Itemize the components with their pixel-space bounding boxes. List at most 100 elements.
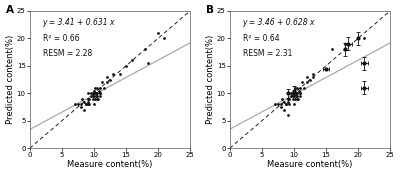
- Text: RESM = 2.31: RESM = 2.31: [243, 49, 292, 58]
- Point: [290, 97, 296, 100]
- Point: [142, 48, 148, 51]
- Point: [84, 92, 91, 95]
- Point: [272, 103, 278, 106]
- Point: [91, 86, 98, 89]
- Point: [296, 89, 302, 92]
- Point: [155, 32, 161, 34]
- Point: [329, 48, 336, 51]
- Point: [293, 92, 299, 95]
- Point: [91, 92, 97, 95]
- Point: [297, 92, 304, 95]
- Point: [286, 97, 292, 100]
- Point: [88, 95, 94, 97]
- Point: [83, 103, 90, 106]
- Point: [145, 62, 152, 65]
- Point: [290, 92, 296, 95]
- Text: R² = 0.64: R² = 0.64: [243, 34, 279, 43]
- Point: [284, 100, 291, 103]
- Point: [94, 97, 100, 100]
- Point: [129, 59, 136, 62]
- Point: [297, 95, 304, 97]
- Point: [116, 73, 123, 75]
- Point: [278, 106, 284, 108]
- Point: [361, 37, 368, 40]
- Point: [294, 92, 300, 95]
- Point: [284, 97, 291, 100]
- Point: [91, 89, 97, 92]
- Point: [281, 100, 288, 103]
- Point: [78, 106, 84, 108]
- Point: [297, 92, 304, 95]
- Point: [355, 37, 361, 40]
- Point: [275, 103, 281, 106]
- Point: [94, 86, 100, 89]
- Point: [294, 95, 300, 97]
- Point: [291, 89, 297, 92]
- Point: [78, 103, 84, 106]
- Point: [92, 97, 98, 100]
- Point: [95, 97, 102, 100]
- Point: [290, 95, 296, 97]
- Point: [90, 97, 96, 100]
- Point: [97, 92, 104, 95]
- Point: [93, 92, 100, 95]
- Point: [93, 95, 99, 97]
- Point: [94, 92, 100, 95]
- Point: [84, 103, 91, 106]
- Point: [286, 103, 293, 106]
- Point: [84, 97, 91, 100]
- Point: [97, 86, 104, 89]
- Point: [304, 75, 310, 78]
- Text: y = 3.41 + 0.631 x: y = 3.41 + 0.631 x: [43, 18, 115, 27]
- Point: [291, 92, 297, 95]
- Point: [72, 103, 78, 106]
- Point: [96, 89, 102, 92]
- Point: [86, 103, 93, 106]
- Point: [98, 81, 105, 84]
- Point: [93, 92, 99, 95]
- X-axis label: Measure content(%): Measure content(%): [267, 160, 353, 169]
- Point: [90, 95, 96, 97]
- Point: [294, 86, 300, 89]
- Y-axis label: Predicted content(%): Predicted content(%): [6, 35, 14, 124]
- Text: A: A: [6, 5, 14, 15]
- Point: [90, 92, 96, 95]
- Text: R² = 0.66: R² = 0.66: [43, 34, 79, 43]
- Point: [84, 100, 91, 103]
- Point: [283, 103, 290, 106]
- Point: [107, 78, 113, 81]
- Point: [123, 64, 129, 67]
- Point: [97, 92, 104, 95]
- Point: [284, 92, 291, 95]
- Point: [298, 81, 305, 84]
- X-axis label: Measure content(%): Measure content(%): [67, 160, 153, 169]
- Point: [295, 97, 302, 100]
- Point: [100, 86, 107, 89]
- Point: [278, 103, 284, 106]
- Text: B: B: [206, 5, 214, 15]
- Point: [284, 114, 291, 117]
- Point: [161, 37, 168, 40]
- Point: [94, 95, 100, 97]
- Point: [345, 43, 352, 45]
- Point: [293, 95, 299, 97]
- Point: [104, 75, 110, 78]
- Point: [81, 108, 88, 111]
- Point: [300, 86, 307, 89]
- Point: [288, 95, 294, 97]
- Point: [310, 73, 316, 75]
- Point: [81, 100, 88, 103]
- Point: [281, 108, 288, 111]
- Point: [83, 103, 90, 106]
- Point: [75, 103, 81, 106]
- Point: [323, 67, 329, 70]
- Text: y = 3.46 + 0.628 x: y = 3.46 + 0.628 x: [243, 18, 315, 27]
- Point: [288, 92, 294, 95]
- Point: [307, 78, 313, 81]
- Point: [279, 97, 286, 100]
- Point: [293, 92, 300, 95]
- Point: [291, 86, 298, 89]
- Point: [283, 103, 290, 106]
- Point: [292, 97, 298, 100]
- Point: [91, 103, 97, 106]
